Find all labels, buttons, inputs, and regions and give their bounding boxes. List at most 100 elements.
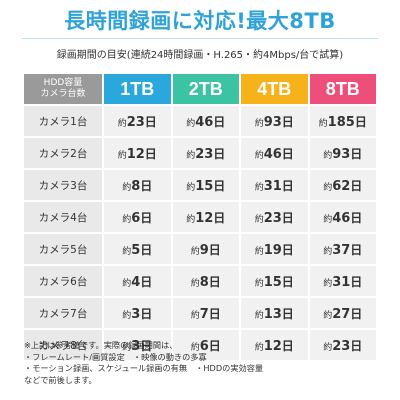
days-suffix: 日 — [281, 146, 294, 161]
approx-prefix: 約 — [254, 310, 264, 321]
approx-prefix: 約 — [117, 150, 127, 161]
corner-line-camera: カメラ台数 — [40, 89, 86, 99]
approx-prefix: 約 — [117, 118, 127, 129]
days-suffix: 日 — [350, 146, 363, 161]
days-value: 23 — [332, 338, 351, 354]
days-value: 27 — [332, 306, 351, 322]
days-value: 6 — [199, 338, 209, 354]
days-value: 12 — [126, 146, 145, 162]
approx-prefix: 約 — [186, 182, 196, 193]
table-row: カメラ4台 約6日 約12日 約23日 約46日 — [24, 202, 376, 232]
subtitle: 録画期間の目安(連続24時間録画・H.265・約4Mbps/台で試算) — [56, 50, 344, 61]
notes: ※上記は参考値です。実際の録画期間は、 ・フレームレート/画質設定 ・映像の動き… — [24, 340, 380, 386]
recording-days-cell: 約27日 — [309, 298, 376, 328]
days-suffix: 日 — [281, 242, 294, 257]
approx-prefix: 約 — [190, 342, 200, 353]
camera-count-label: カメラ6台 — [24, 266, 102, 296]
days-suffix: 日 — [281, 274, 294, 289]
recording-days-cell: 約23日 — [309, 330, 376, 360]
recording-days-cell: 約46日 — [172, 106, 239, 136]
days-suffix: 日 — [140, 242, 153, 257]
days-value: 37 — [332, 242, 351, 258]
note-line: ・モーション録画、スケジュール録画の有無 ・HDDの実効容量 — [24, 363, 264, 374]
days-suffix: 日 — [140, 338, 153, 353]
camera-count-label: カメラ2台 — [24, 138, 102, 168]
approx-prefix: 約 — [122, 310, 132, 321]
capacity-header-4tb: 4TB — [241, 74, 308, 104]
days-suffix: 日 — [208, 306, 221, 321]
recording-days-cell: 約62日 — [309, 170, 376, 200]
recording-days-cell: 約3日 — [104, 298, 171, 328]
recording-days-cell: 約8日 — [172, 266, 239, 296]
approx-prefix: 約 — [254, 246, 264, 257]
days-suffix: 日 — [208, 338, 221, 353]
approx-prefix: 約 — [323, 182, 333, 193]
days-value: 46 — [332, 210, 351, 226]
days-suffix: 日 — [281, 210, 294, 225]
table-row: カメラ8台 約3日 約6日 約12日 約23日 — [24, 330, 376, 360]
days-value: 31 — [263, 178, 282, 194]
note-line: などで前後します。 — [24, 374, 97, 385]
recording-days-cell: 約12日 — [241, 330, 308, 360]
days-value: 15 — [195, 178, 214, 194]
days-suffix: 日 — [140, 210, 153, 225]
table-row: カメラ3台 約8日 約15日 約31日 約62日 — [24, 170, 376, 200]
header-row: HDD容量 カメラ台数 1TB 2TB 4TB 8TB — [24, 74, 376, 104]
recording-days-cell: 約6日 — [104, 202, 171, 232]
camera-count-label: カメラ1台 — [24, 106, 102, 136]
note-line: ・フレームレート/画質設定 ・映像の動きの多寡 — [24, 351, 207, 362]
approx-prefix: 約 — [190, 278, 200, 289]
recording-days-cell: 約4日 — [104, 266, 171, 296]
approx-prefix: 約 — [190, 310, 200, 321]
days-suffix: 日 — [281, 178, 294, 193]
recording-period-table: HDD容量 カメラ台数 1TB 2TB 4TB 8TB カメラ1台 約23日 約46… — [22, 72, 378, 362]
approx-prefix: 約 — [323, 310, 333, 321]
approx-prefix: 約 — [318, 118, 328, 129]
camera-count-label: カメラ8台 — [24, 330, 102, 360]
days-suffix: 日 — [213, 146, 226, 161]
recording-days-cell: 約19日 — [241, 234, 308, 264]
days-value: 12 — [195, 210, 214, 226]
days-suffix: 日 — [350, 210, 363, 225]
days-suffix: 日 — [350, 338, 363, 353]
days-value: 12 — [263, 338, 282, 354]
days-value: 185 — [327, 114, 355, 130]
days-value: 13 — [263, 306, 282, 322]
title-divider — [22, 38, 378, 39]
recording-days-cell: 約12日 — [172, 202, 239, 232]
days-suffix: 日 — [281, 306, 294, 321]
recording-days-cell: 約23日 — [172, 138, 239, 168]
days-value: 8 — [131, 178, 141, 194]
approx-prefix: 約 — [323, 278, 333, 289]
table-row: カメラ6台 約4日 約8日 約15日 約31日 — [24, 266, 376, 296]
days-value: 23 — [263, 210, 282, 226]
recording-days-cell: 約15日 — [172, 170, 239, 200]
recording-days-cell: 約93日 — [309, 138, 376, 168]
corner-line-hdd: HDD容量 — [43, 78, 83, 88]
days-value: 93 — [263, 114, 282, 130]
approx-prefix: 約 — [186, 214, 196, 225]
approx-prefix: 約 — [323, 150, 333, 161]
approx-prefix: 約 — [190, 246, 200, 257]
days-suffix: 日 — [140, 274, 153, 289]
corner-header: HDD容量 カメラ台数 — [24, 74, 102, 104]
approx-prefix: 約 — [323, 342, 333, 353]
days-value: 31 — [332, 274, 351, 290]
days-value: 4 — [131, 274, 141, 290]
recording-days-cell: 約46日 — [309, 202, 376, 232]
camera-count-label: カメラ7台 — [24, 298, 102, 328]
approx-prefix: 約 — [254, 150, 264, 161]
days-value: 8 — [199, 274, 209, 290]
days-suffix: 日 — [144, 114, 157, 129]
recording-days-cell: 約6日 — [172, 330, 239, 360]
days-suffix: 日 — [144, 146, 157, 161]
days-suffix: 日 — [208, 242, 221, 257]
table-row: カメラ7台 約3日 約7日 約13日 約27日 — [24, 298, 376, 328]
recording-days-cell: 約7日 — [172, 298, 239, 328]
page-title: 長時間録画に対応!最大8TB — [64, 9, 336, 33]
recording-days-cell: 約37日 — [309, 234, 376, 264]
capacity-header-8tb: 8TB — [309, 74, 376, 104]
approx-prefix: 約 — [122, 278, 132, 289]
approx-prefix: 約 — [323, 246, 333, 257]
camera-count-label: カメラ4台 — [24, 202, 102, 232]
